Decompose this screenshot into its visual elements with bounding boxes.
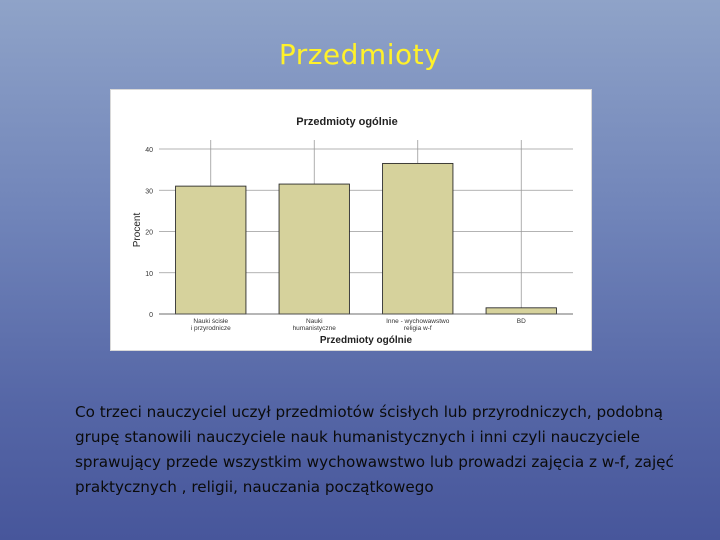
slide-caption: Co trzeci nauczyciel uczył przedmiotów ś… <box>75 403 674 496</box>
y-tick-label: 40 <box>145 147 153 154</box>
chart-title: Przedmioty ogólnie <box>296 116 397 128</box>
bar <box>278 183 350 315</box>
bar <box>485 307 557 315</box>
x-tick-label: Nauki humanistyczne <box>293 318 337 332</box>
y-tick-label: 20 <box>145 230 153 237</box>
y-tick-label: 0 <box>149 312 153 319</box>
slide-title: Przedmioty <box>278 38 442 71</box>
bar-chart: Przedmioty ogólnie Procent Przedmioty og… <box>132 116 573 346</box>
y-tick-label: 30 <box>145 188 153 195</box>
y-tick-label: 10 <box>145 271 153 278</box>
x-tick-label: BD <box>517 318 526 325</box>
bar <box>382 162 454 315</box>
chart-frame: Przedmioty ogólnie Procent Przedmioty og… <box>110 89 592 351</box>
x-axis-label: Przedmioty ogólnie <box>320 335 413 346</box>
bar <box>175 185 247 315</box>
x-tick-label: Inne - wychowawstwo religia w-f <box>386 318 450 332</box>
y-axis-label: Procent <box>132 213 143 248</box>
x-tick-label: Nauki ścisłe i przyrodnicze <box>191 318 231 332</box>
